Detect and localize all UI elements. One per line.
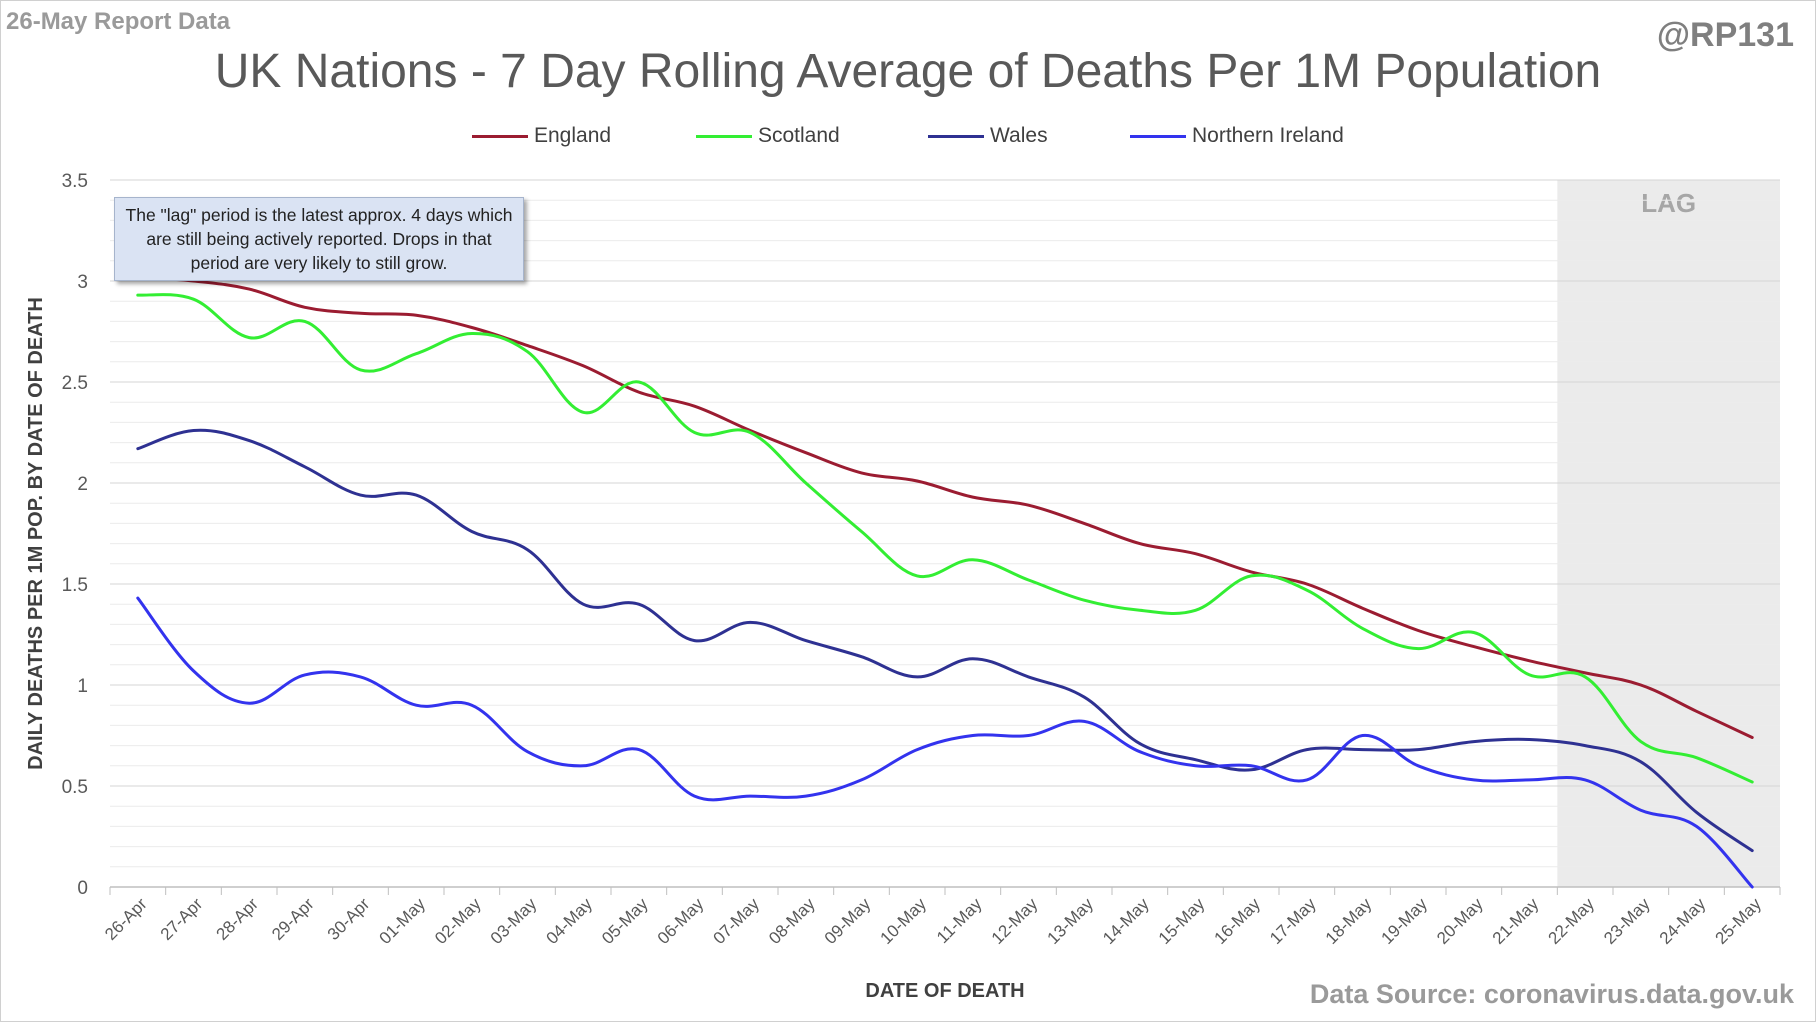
x-tick-label: 01-May xyxy=(375,894,429,948)
y-tick-label: 3.5 xyxy=(62,171,88,192)
legend-label: Northern Ireland xyxy=(1192,124,1344,147)
legend-item-scotland: Scotland xyxy=(696,124,840,148)
x-tick-label: 18-May xyxy=(1322,894,1376,948)
series-line-northern-ireland xyxy=(136,596,1754,889)
x-tick-label: 15-May xyxy=(1155,894,1209,948)
x-tick-label: 17-May xyxy=(1266,894,1320,948)
legend: England Scotland Wales Northern Ireland xyxy=(0,124,1816,154)
y-tick-label: 2 xyxy=(77,474,88,495)
x-tick-label: 19-May xyxy=(1377,894,1431,948)
x-tick-label: 27-Apr xyxy=(157,894,207,944)
x-tick-label: 07-May xyxy=(709,894,763,948)
legend-swatch xyxy=(1130,134,1186,138)
y-tick-label: 1.5 xyxy=(62,575,88,596)
x-tick-label: 08-May xyxy=(765,894,819,948)
x-tick-label: 09-May xyxy=(821,894,875,948)
y-tick-label: 1 xyxy=(77,676,88,697)
x-tick-label: 30-Apr xyxy=(324,894,374,944)
x-tick-label: 05-May xyxy=(598,894,652,948)
x-tick-label: 21-May xyxy=(1489,894,1543,948)
legend-label: England xyxy=(534,124,612,147)
lag-label: LAG xyxy=(1641,188,1696,218)
y-tick-label: 2.5 xyxy=(62,373,88,394)
legend-swatch xyxy=(696,134,752,138)
legend-swatch xyxy=(472,134,528,138)
y-tick-label: 0.5 xyxy=(62,777,88,798)
x-tick-label: 14-May xyxy=(1099,894,1153,948)
report-date-label: 26-May Report Data xyxy=(6,8,231,35)
x-tick-label: 13-May xyxy=(1043,894,1097,948)
legend-label: Wales xyxy=(990,124,1048,147)
series-line-wales xyxy=(136,428,1754,853)
x-axis-title: DATE OF DEATH xyxy=(865,980,1024,1002)
x-tick-label: 03-May xyxy=(487,894,541,948)
x-tick-label: 23-May xyxy=(1600,894,1654,948)
legend-swatch xyxy=(928,134,984,138)
x-tick-label: 10-May xyxy=(876,894,930,948)
lag-note: The "lag" period is the latest approx. 4… xyxy=(114,197,524,281)
x-tick-label: 24-May xyxy=(1656,894,1710,948)
x-tick-label: 25-May xyxy=(1711,894,1765,948)
x-tick-label: 28-Apr xyxy=(212,894,262,944)
x-tick-label: 06-May xyxy=(654,894,708,948)
x-tick-label: 02-May xyxy=(431,894,485,948)
x-tick-label: 04-May xyxy=(542,894,596,948)
x-tick-label: 29-Apr xyxy=(268,894,318,944)
legend-label: Scotland xyxy=(758,124,840,147)
x-tick-label: 12-May xyxy=(988,894,1042,948)
x-tick-label: 11-May xyxy=(933,894,986,947)
legend-item-wales: Wales xyxy=(928,124,1048,148)
legend-item-northern-ireland: Northern Ireland xyxy=(1130,124,1344,148)
lag-region xyxy=(1557,180,1780,887)
y-tick-label: 3 xyxy=(77,272,88,293)
x-tick-label: 20-May xyxy=(1433,894,1487,948)
series-line-scotland xyxy=(136,293,1754,784)
y-tick-label: 0 xyxy=(77,878,88,899)
y-axis-title: DAILY DEATHS PER 1M POP. BY DATE OF DEAT… xyxy=(25,297,47,770)
series-line-england xyxy=(136,275,1754,739)
legend-item-england: England xyxy=(472,124,611,148)
author-handle: @RP131 xyxy=(1656,16,1794,54)
x-tick-label: 22-May xyxy=(1544,894,1598,948)
data-source: Data Source: coronavirus.data.gov.uk xyxy=(1309,979,1794,1009)
chart-title: UK Nations - 7 Day Rolling Average of De… xyxy=(214,45,1602,98)
x-tick-label: 16-May xyxy=(1210,894,1264,948)
x-tick-label: 26-Apr xyxy=(101,894,151,944)
